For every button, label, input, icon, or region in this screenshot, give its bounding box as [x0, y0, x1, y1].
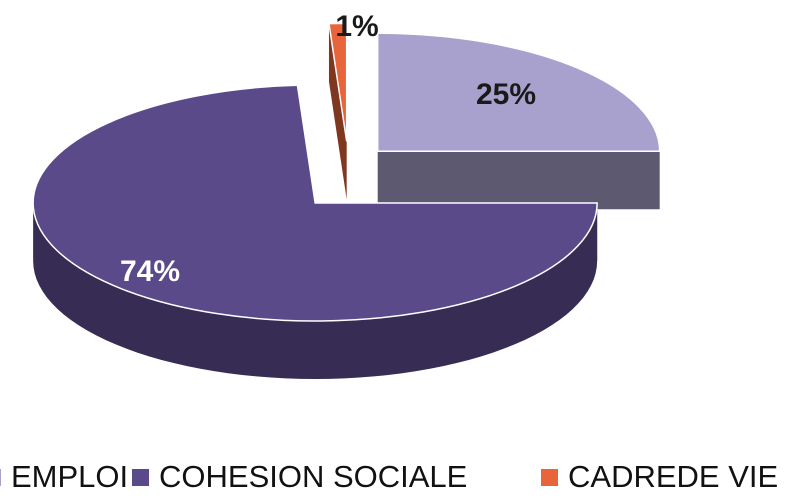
- slice-side: [33, 202, 598, 379]
- slice: [32, 84, 598, 322]
- slice-wall: [328, 23, 347, 200]
- slice-wall: [377, 151, 660, 210]
- data-label: 74%: [120, 255, 180, 288]
- legend-label: EMPLOI: [11, 459, 128, 494]
- legend-swatch: [0, 469, 1, 486]
- legend-label: COHESION SOCIALE: [159, 459, 467, 494]
- legend-swatch: [132, 469, 149, 486]
- data-label: 25%: [476, 78, 536, 111]
- data-label: 1%: [335, 10, 378, 43]
- slice: [376, 32, 661, 152]
- slice: [328, 22, 348, 142]
- legend-swatch: [541, 469, 558, 486]
- legend-label: CADREDE VIE: [568, 459, 778, 494]
